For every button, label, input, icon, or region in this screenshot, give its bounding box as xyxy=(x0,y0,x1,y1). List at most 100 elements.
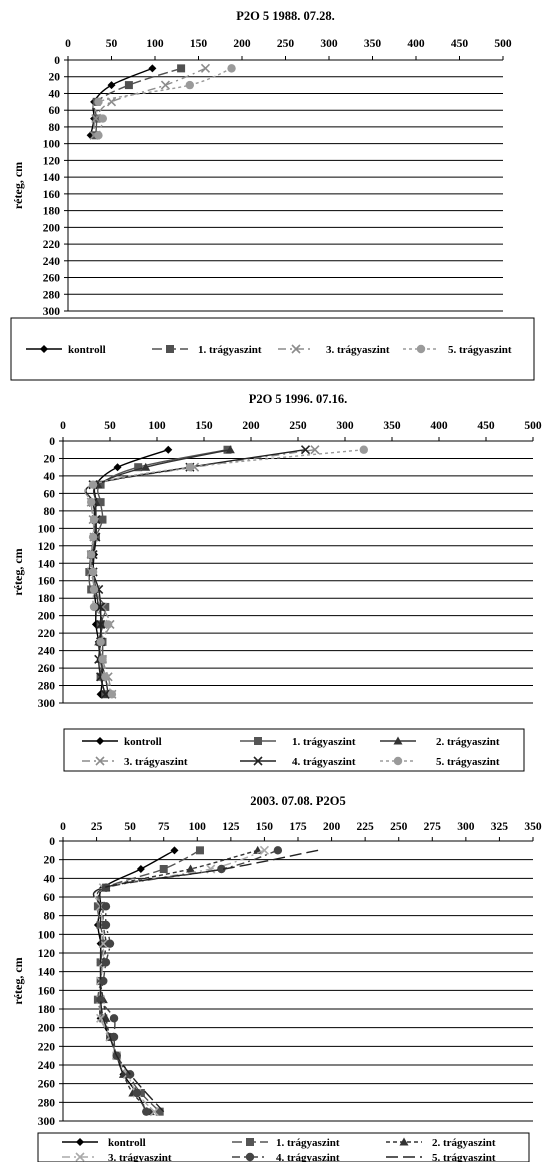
x-tick-label: 450 xyxy=(477,420,495,432)
chart-1: P2O 5 1988. 07.28.0 50 100 150 200 250 300 350 4… xyxy=(10,9,535,381)
y-tick-label: 60 xyxy=(49,105,61,117)
legend-marker xyxy=(393,756,403,766)
x-tick-label: 200 xyxy=(233,38,251,50)
series-2 xyxy=(91,64,186,140)
y-tick-label: 260 xyxy=(38,663,56,675)
data-point xyxy=(177,64,186,73)
data-point xyxy=(132,1088,142,1098)
legend-marker xyxy=(75,1152,85,1162)
legend-label: 4. trágyaszint xyxy=(276,1152,340,1162)
x-tick-label: 0 xyxy=(60,420,66,432)
chart-title: P2O 5 1988. 07.28. xyxy=(236,9,335,23)
legend-marker xyxy=(254,737,262,745)
y-tick-label: 280 xyxy=(38,1097,56,1109)
x-tick-label: 50 xyxy=(106,38,118,50)
data-point xyxy=(227,64,236,73)
series-line xyxy=(92,67,232,136)
data-point xyxy=(148,64,157,73)
x-tick-label: 250 xyxy=(390,821,408,833)
legend-label: kontroll xyxy=(124,736,162,748)
data-point xyxy=(96,1013,106,1023)
data-point xyxy=(149,1107,159,1117)
data-point xyxy=(141,462,151,471)
x-tick-label: 325 xyxy=(491,821,509,833)
data-point xyxy=(100,689,110,699)
x-tick-label: 200 xyxy=(242,420,260,432)
y-tick-label: 80 xyxy=(49,122,61,134)
legend-label: 3. trágyaszint xyxy=(326,344,390,356)
data-point xyxy=(259,845,269,855)
y-tick-label: 100 xyxy=(38,929,56,941)
y-tick-label: 0 xyxy=(54,55,60,67)
data-point xyxy=(300,445,311,455)
series-line xyxy=(97,849,201,1113)
y-tick-label: 180 xyxy=(38,1004,56,1016)
legend-label: 5. trágyaszint xyxy=(448,344,512,356)
y-tick-label: 300 xyxy=(38,698,56,710)
data-point xyxy=(109,1014,119,1023)
chart-title: P2O 5 1996. 07.16. xyxy=(249,392,348,406)
data-point xyxy=(98,515,107,524)
series-line xyxy=(93,849,265,1113)
y-tick-label: 260 xyxy=(43,273,61,285)
x-tick-label: 75 xyxy=(158,821,170,833)
chart-2: P2O 5 1996. 07.16.0 50 100 150 200 250 300 350 4… xyxy=(11,392,542,772)
x-tick-label: 300 xyxy=(457,821,475,833)
x-tick-label: 50 xyxy=(124,821,136,833)
data-point xyxy=(273,846,283,855)
data-point xyxy=(87,550,96,559)
y-tick-label: 200 xyxy=(38,611,56,623)
data-point xyxy=(89,602,99,612)
y-tick-label: 160 xyxy=(38,985,56,997)
x-tick-label: 200 xyxy=(323,821,341,833)
data-point xyxy=(87,497,96,507)
data-point xyxy=(155,1107,164,1116)
y-tick-label: 120 xyxy=(43,155,61,167)
y-tick-label: 100 xyxy=(43,139,61,151)
y-tick-label: 40 xyxy=(44,471,56,483)
data-point xyxy=(164,445,173,454)
data-point xyxy=(134,463,143,472)
legend-label: 5. trágyaszint xyxy=(436,756,500,768)
data-point xyxy=(101,902,111,911)
y-tick-label: 240 xyxy=(38,646,56,658)
y-tick-label: 160 xyxy=(43,189,61,201)
legend-box xyxy=(10,317,535,381)
legend-box xyxy=(37,1132,530,1162)
x-tick-label: 350 xyxy=(364,38,382,50)
legend-label: 1. trágyaszint xyxy=(198,344,262,356)
data-point xyxy=(159,865,168,873)
x-tick-label: 150 xyxy=(190,38,208,50)
legend: kontroll 1. trágyaszint 2. trágyaszint 3. t… xyxy=(37,1132,530,1162)
x-tick-label: 225 xyxy=(357,821,375,833)
legend-marker xyxy=(393,736,403,745)
x-tick-label: 400 xyxy=(430,420,448,432)
y-axis-label: réteg, cm xyxy=(11,957,25,1004)
data-point xyxy=(98,114,108,123)
y-tick-label: 160 xyxy=(38,576,56,588)
data-point xyxy=(96,995,105,1004)
data-point xyxy=(225,445,235,454)
y-tick-label: 100 xyxy=(38,523,56,535)
series-line xyxy=(93,67,206,136)
data-point xyxy=(88,532,98,542)
y-tick-label: 180 xyxy=(43,206,61,218)
data-point xyxy=(124,81,133,90)
data-point xyxy=(96,480,105,489)
data-point xyxy=(170,846,179,855)
data-point xyxy=(91,114,101,124)
legend-marker xyxy=(253,756,263,766)
x-tick-label: 175 xyxy=(289,821,307,833)
legend-marker xyxy=(40,345,48,353)
data-point xyxy=(94,97,103,107)
series-4 xyxy=(92,64,236,140)
y-tick-label: 200 xyxy=(38,1023,56,1035)
series-2 xyxy=(85,445,232,699)
legend-marker xyxy=(245,1152,255,1162)
data-point xyxy=(200,63,211,73)
x-tick-label: 300 xyxy=(320,38,338,50)
data-point xyxy=(89,585,99,594)
series-3 xyxy=(89,63,211,140)
legend-box xyxy=(63,728,525,772)
